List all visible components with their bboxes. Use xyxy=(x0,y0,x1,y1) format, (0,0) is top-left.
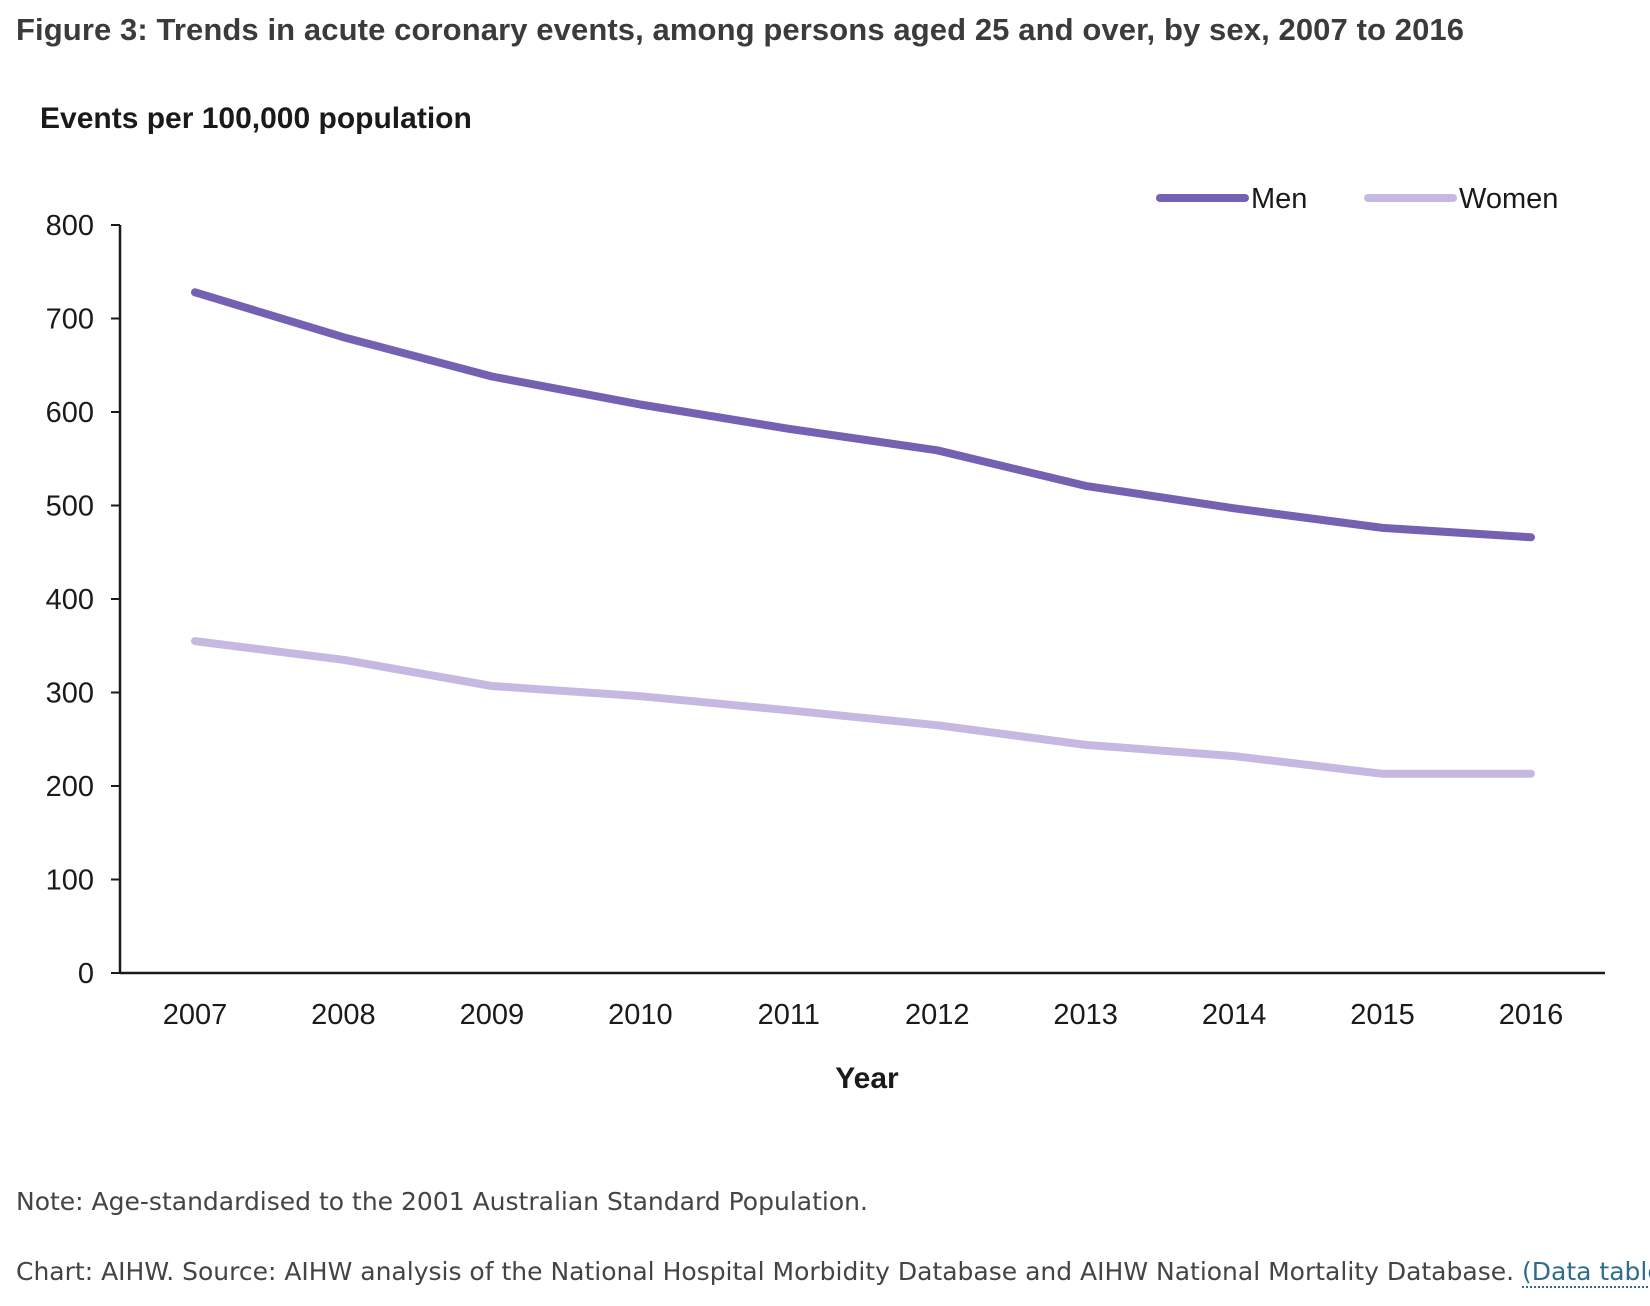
y-axis-title: Events per 100,000 population xyxy=(40,102,472,135)
y-tick-label: 300 xyxy=(46,678,94,710)
x-axis: 2007 2008 2009 2010 2011 2012 2013 2014 2015 2016 xyxy=(120,971,1605,1031)
x-tick-label: 2011 xyxy=(758,999,820,1031)
legend-label-women: Women xyxy=(1459,183,1558,215)
x-tick-label: 2010 xyxy=(608,999,673,1031)
legend-label-men: Men xyxy=(1251,183,1307,215)
x-tick-label: 2013 xyxy=(1053,999,1118,1031)
series-line-women xyxy=(191,637,1535,778)
series-line-men xyxy=(191,288,1535,542)
x-tick-label: 2007 xyxy=(163,999,228,1031)
x-axis-title: Year xyxy=(835,1062,899,1095)
x-tick-label: 2014 xyxy=(1202,999,1267,1031)
x-tick-label: 2016 xyxy=(1499,999,1564,1031)
line-chart: Events per 100,000 population Men Women 0… xyxy=(40,102,1605,1095)
x-tick-label: 2015 xyxy=(1350,999,1415,1031)
source-text: Chart: AIHW. Source: AIHW analysis of th… xyxy=(16,1257,1515,1286)
y-tick-label: 800 xyxy=(46,210,94,242)
x-tick-label: 2009 xyxy=(460,999,525,1031)
y-tick-label: 400 xyxy=(46,584,94,616)
y-tick-label: 200 xyxy=(46,771,94,803)
figure-title: Figure 3: Trends in acute coronary event… xyxy=(16,12,1465,47)
y-tick-label: 500 xyxy=(46,491,94,523)
data-table-link[interactable]: (Data table) xyxy=(1522,1257,1650,1288)
y-tick-label: 100 xyxy=(46,865,94,897)
chart-source: Chart: AIHW. Source: AIHW analysis of th… xyxy=(16,1257,1650,1288)
y-tick-label: 700 xyxy=(46,304,94,336)
series-lines xyxy=(191,288,1535,778)
y-tick-label: 0 xyxy=(78,958,94,990)
x-tick-label: 2008 xyxy=(311,999,376,1031)
x-tick-label: 2012 xyxy=(905,999,970,1031)
chart-legend: Men Women xyxy=(1156,183,1558,215)
chart-note: Note: Age-standardised to the 2001 Austr… xyxy=(16,1187,868,1216)
y-axis: 0 100 200 300 400 500 600 700 800 xyxy=(46,210,122,990)
y-tick-label: 600 xyxy=(46,397,94,429)
